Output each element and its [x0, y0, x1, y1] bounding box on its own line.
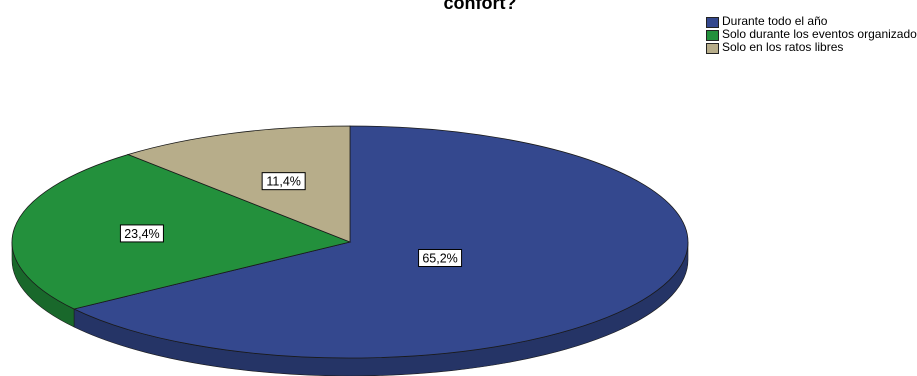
legend-label-solo-ratos-libres: Solo en los ratos libres	[722, 40, 844, 54]
data-label-text: 11,4%	[266, 175, 301, 189]
legend-swatch-durante-todo-el-ano	[706, 17, 719, 28]
data-label-solo-durante-los-eventos-organizados: 23,4%	[119, 224, 164, 243]
legend-label-durante-todo-el-ano: Durante todo el año	[722, 14, 828, 28]
pie-slices	[11, 125, 689, 359]
pie-slice-solo-durante-los-eventos-organizados	[11, 154, 352, 310]
pie-slice-solo-en-los-ratos-libres	[126, 125, 351, 243]
legend-swatch-solo-durante-eventos	[706, 30, 719, 41]
legend-item-solo-ratos-libres: Solo en los ratos libres	[706, 40, 917, 54]
pie-data-labels: 65,2% 23,4% 11,4%	[119, 172, 463, 267]
chart-legend: Durante todo el año Solo durante los eve…	[706, 14, 917, 55]
data-label-text: 23,4%	[124, 227, 159, 241]
legend-swatch-solo-ratos-libres	[706, 43, 719, 54]
legend-item-durante-todo-el-ano: Durante todo el año	[706, 14, 917, 28]
legend-label-solo-durante-eventos: Solo durante los eventos organizados	[722, 27, 917, 41]
pie-slice-durante-todo-el-ano	[72, 125, 689, 359]
data-label-box	[418, 248, 463, 267]
data-label-box	[261, 172, 306, 191]
legend-item-solo-durante-eventos: Solo durante los eventos organizados	[706, 27, 917, 41]
data-label-text: 65,2%	[422, 251, 457, 265]
chart-title: confort?	[443, 0, 517, 13]
data-label-box	[119, 224, 164, 243]
data-label-solo-en-los-ratos-libres: 11,4%	[261, 172, 306, 191]
data-label-durante-todo-el-ano: 65,2%	[418, 248, 463, 267]
